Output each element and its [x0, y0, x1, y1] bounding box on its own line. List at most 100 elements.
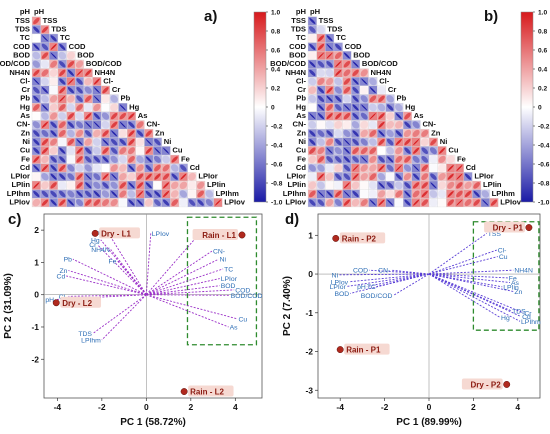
- corr-ellipse: [75, 112, 84, 121]
- corr-ellipse: [76, 156, 83, 163]
- colorbar-tick-label: 0.8: [538, 29, 547, 36]
- corr-ellipse: [32, 104, 40, 111]
- corr-ellipse: [343, 173, 351, 180]
- corr-ellipse: [369, 173, 377, 181]
- corr-ellipse: [118, 129, 127, 138]
- corr-ellipse: [386, 129, 394, 138]
- corr-ellipse: [335, 69, 342, 76]
- corr-ellipse: [171, 156, 178, 163]
- corr-ellipse: [50, 173, 57, 180]
- corr-ellipse: [429, 190, 438, 198]
- diag-label-LPIin: LPIin: [483, 180, 502, 189]
- loading-label-TSS: TSS: [488, 231, 502, 238]
- corr-ellipse: [84, 130, 92, 137]
- colorbar-tick-label: 0.6: [271, 48, 280, 55]
- loading-label-BOD: BOD: [221, 283, 236, 290]
- corr-ellipse: [309, 69, 316, 77]
- loading-label-BOD: BOD: [334, 291, 349, 298]
- diag-label-As: As: [138, 111, 148, 120]
- corr-ellipse: [145, 147, 152, 154]
- colorbar-tick-label: -0.2: [538, 124, 550, 131]
- corr-ellipse: [136, 121, 144, 129]
- corr-ellipse: [309, 113, 316, 120]
- corr-ellipse: [343, 129, 351, 138]
- corr-ellipse: [326, 43, 333, 50]
- corr-ellipse: [377, 103, 386, 112]
- loading-label-LPIor: LPIor: [221, 276, 238, 283]
- row-label-LPIin: LPIin: [11, 180, 30, 189]
- corr-ellipse: [308, 164, 316, 172]
- colorbar-tick-label: 1.0: [271, 10, 280, 17]
- corr-ellipse: [59, 69, 66, 77]
- row-label-Ni: Ni: [298, 137, 306, 146]
- diag-label-Cd: Cd: [190, 163, 200, 172]
- corr-ellipse: [360, 112, 368, 120]
- corr-ellipse: [92, 146, 101, 155]
- y-tick-label: 0: [34, 290, 39, 300]
- corr-ellipse: [179, 198, 188, 207]
- corr-ellipse: [93, 199, 101, 206]
- corr-ellipse: [41, 112, 49, 120]
- row-label-TC: TC: [20, 33, 31, 42]
- corr-ellipse: [482, 199, 489, 206]
- loading-vector-Pb: [72, 258, 147, 296]
- colorbar: [520, 11, 534, 203]
- panel-label: b): [484, 8, 498, 25]
- corr-ellipse: [447, 181, 455, 189]
- corr-ellipse: [325, 172, 334, 181]
- sample-label-bg: [339, 232, 386, 244]
- corr-ellipse: [403, 129, 412, 138]
- y-tick-label: -3: [305, 385, 313, 395]
- y-tick-label: 0: [308, 269, 313, 279]
- corr-ellipse: [395, 155, 403, 163]
- corr-ellipse: [85, 69, 92, 76]
- corr-ellipse: [110, 138, 118, 146]
- x-axis-label: PC 1 (58.72%): [120, 417, 186, 428]
- corr-ellipse: [343, 164, 351, 172]
- corr-ellipse: [360, 181, 369, 190]
- row-label-NH4N: NH4N: [9, 68, 30, 77]
- diag-label-Fe: Fe: [457, 154, 466, 163]
- corr-ellipse: [137, 199, 144, 206]
- corr-ellipse: [93, 78, 100, 85]
- corr-ellipse: [75, 164, 84, 172]
- corr-ellipse: [326, 52, 333, 59]
- diag-label-LPIor: LPIor: [474, 172, 493, 181]
- corr-ellipse: [386, 112, 395, 121]
- corr-ellipse: [102, 156, 109, 163]
- corr-ellipse: [58, 181, 67, 190]
- corr-ellipse: [76, 173, 83, 180]
- corr-ellipse: [67, 190, 75, 198]
- row-label-Cr: Cr: [298, 85, 306, 94]
- corr-ellipse: [334, 129, 343, 138]
- corr-ellipse: [429, 147, 437, 155]
- corr-ellipse: [128, 113, 135, 120]
- corr-ellipse: [317, 147, 325, 155]
- corr-ellipse: [84, 95, 92, 103]
- corr-ellipse: [33, 164, 40, 172]
- corr-ellipse: [395, 103, 403, 112]
- row-label-LPIov: LPIov: [9, 198, 30, 207]
- corr-ellipse: [41, 52, 49, 59]
- loading-vector-CN-: [146, 250, 213, 296]
- corr-ellipse: [59, 199, 66, 206]
- corr-ellipse: [412, 182, 420, 189]
- corr-ellipse: [352, 61, 359, 68]
- sample-label: Rain - P2: [342, 234, 377, 243]
- corr-ellipse: [421, 129, 429, 137]
- corr-ellipse: [439, 147, 446, 154]
- corr-ellipse: [387, 104, 394, 111]
- corr-ellipse: [119, 104, 126, 111]
- row-label-Hg: Hg: [20, 102, 30, 111]
- corr-ellipse: [473, 199, 480, 206]
- diag-label-TC: TC: [336, 33, 347, 42]
- corr-ellipse: [32, 60, 40, 68]
- corr-ellipse: [308, 181, 317, 190]
- corr-ellipse: [197, 181, 205, 189]
- sample-label-bg: [484, 221, 525, 233]
- corr-ellipse: [447, 190, 454, 197]
- corr-ellipse: [128, 138, 135, 146]
- corr-ellipse: [67, 164, 75, 172]
- corr-ellipse: [437, 198, 447, 207]
- corr-ellipse: [368, 181, 377, 190]
